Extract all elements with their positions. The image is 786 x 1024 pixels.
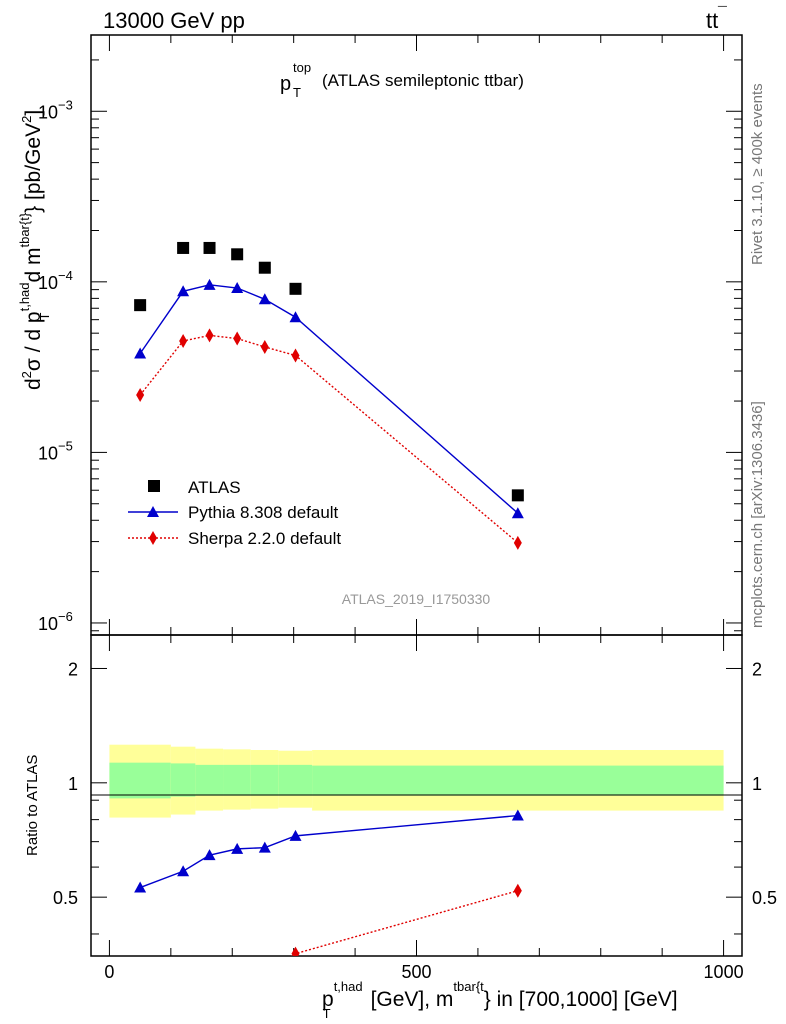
legend-atlas-marker: [148, 480, 160, 492]
data-point-2: [233, 331, 242, 346]
data-point-2: [291, 348, 300, 363]
legend-atlas-label: ATLAS: [188, 478, 241, 497]
top-panel-series: [134, 241, 524, 550]
ylabel-d: } [pb/GeV: [22, 123, 45, 213]
legend-pythia-marker: [147, 506, 159, 517]
data-point-2: [136, 388, 145, 403]
data-point-2: [205, 328, 214, 343]
svg-text:pt,hadT[GeV], mtbar{t} in [700: pt,had T [GeV], mtbar{t} in [700,1000] [Ge…: [322, 979, 678, 1021]
y-axis-label-ratio: Ratio to ATLAS: [24, 755, 41, 856]
mcplots-label: mcplots.cern.ch [arXiv:1306.3436]: [749, 401, 766, 628]
ylabel-c: d m: [22, 248, 45, 283]
ratio-point-1: [289, 829, 302, 841]
y-tick-label-ratio-left: 1: [68, 774, 78, 794]
ratio-point-2: [513, 883, 522, 898]
data-point-0: [203, 241, 216, 254]
ratio-point-1: [511, 809, 524, 821]
data-point-0: [511, 489, 524, 502]
axis-ticks: 10−3 10−4 10−5 10−6 2 2 1 1 0.5 0.5 0 500 1000: [38, 35, 777, 982]
data-point-1: [511, 507, 524, 519]
plot-title-sub: T: [293, 85, 301, 100]
x-axis-label: pt,had T [GeV], mtbar{t} in [700,1000] [Ge…: [322, 979, 678, 1021]
ratio-panel-series: [134, 809, 524, 956]
ylabel-a-sup: 2: [19, 371, 34, 378]
y-tick-label-top: 10−4: [38, 268, 73, 293]
ylabel-b: σ / d p: [22, 311, 45, 371]
analysis-watermark: ATLAS_2019_I1750330: [342, 591, 491, 607]
legend-sherpa-marker: [149, 531, 157, 545]
svg-text:d2σ / d pt,hadTd mtbar{t}} [pb: d2σ / d pt,hadTd mtbar{t}} [pb/GeV2]: [17, 110, 52, 390]
xlabel-p-sub: T: [323, 1006, 331, 1021]
plot-title-rest: (ATLAS semileptonic ttbar): [322, 71, 524, 90]
ratio-series-2: [291, 883, 522, 956]
data-point-2: [260, 339, 269, 354]
y-axis-label-top: d2σ / d pt,hadTd mtbar{t}} [pb/GeV2]: [17, 110, 52, 390]
stat-uncertainty-band: [278, 764, 313, 796]
ylabel-e: ]: [22, 110, 45, 116]
stat-uncertainty-band: [223, 764, 251, 796]
x-tick-label: 500: [401, 962, 431, 982]
xlabel-m-sup: tbar{t: [453, 979, 484, 994]
header-process-label: tt ¯: [706, 5, 727, 33]
ylabel-b-sup: t,had: [17, 282, 32, 311]
stat-uncertainty-band: [250, 764, 279, 796]
header-process-text: tt: [706, 8, 718, 33]
xlabel-p-sup: t,had: [334, 979, 363, 994]
ylabel-b-sub: T: [37, 312, 52, 320]
stat-uncertainty-band: [109, 762, 171, 799]
y-tick-label-ratio-left: 0.5: [53, 888, 78, 908]
y-tick-label-top: 10−5: [38, 438, 73, 463]
data-point-1: [258, 293, 271, 305]
data-point-2: [513, 535, 522, 550]
plot-title-sup: top: [293, 60, 311, 75]
y-tick-label-top: 10−3: [38, 97, 73, 122]
data-point-0: [177, 241, 190, 254]
ylabel-d-sup: 2: [19, 116, 34, 123]
legend-sherpa-label: Sherpa 2.2.0 default: [188, 529, 341, 548]
y-tick-label-top: 10−6: [38, 609, 73, 634]
ratio-line-1: [139, 814, 518, 889]
ratio-point-1: [203, 849, 216, 861]
y-tick-label-ratio-right: 0.5: [752, 888, 777, 908]
y-tick-label-ratio-left: 2: [68, 659, 78, 679]
data-point-0: [289, 282, 302, 295]
data-point-1: [177, 285, 190, 297]
ylabel-c-sup: tbar{t}: [17, 212, 32, 247]
x-tick-label: 0: [104, 962, 114, 982]
data-point-2: [179, 333, 188, 348]
stat-uncertainty-band: [312, 765, 724, 796]
data-point-1: [134, 347, 147, 359]
data-point-0: [231, 248, 244, 261]
data-point-1: [203, 278, 216, 290]
y-tick-label-ratio-right: 2: [752, 659, 762, 679]
xlabel-mid: [GeV], m: [371, 988, 454, 1011]
header-energy-label: 13000 GeV pp: [103, 8, 245, 33]
xlabel-p: p: [322, 988, 334, 1011]
legend-pythia-label: Pythia 8.308 default: [188, 503, 339, 522]
ratio-point-1: [258, 841, 271, 853]
ratio-series-1: [134, 809, 524, 893]
plot-title-p: p: [280, 73, 291, 95]
ylabel-a: d: [22, 378, 45, 390]
xlabel-end: } in [700,1000] [GeV]: [484, 988, 678, 1011]
rivet-label: Rivet 3.1.10, ≥ 400k events: [749, 83, 766, 265]
y-tick-label-ratio-right: 1: [752, 774, 762, 794]
ratio-point-2: [291, 946, 300, 956]
stat-uncertainty-band: [170, 763, 196, 797]
ratio-point-1: [134, 881, 147, 893]
data-point-1: [289, 311, 302, 323]
stat-uncertainty-band: [195, 764, 224, 796]
data-point-1: [231, 282, 244, 294]
ratio-point-1: [177, 865, 190, 877]
data-point-0: [258, 261, 271, 274]
x-tick-label: 1000: [704, 962, 744, 982]
uncertainty-bands: [109, 744, 724, 818]
legend: ATLAS Pythia 8.308 default Sherpa 2.2.0 …: [128, 478, 341, 548]
header-process-bar: ¯: [717, 5, 727, 22]
ratio-point-1: [231, 842, 244, 854]
data-point-0: [134, 299, 147, 312]
plot-title: p top T (ATLAS semileptonic ttbar): [280, 60, 524, 100]
